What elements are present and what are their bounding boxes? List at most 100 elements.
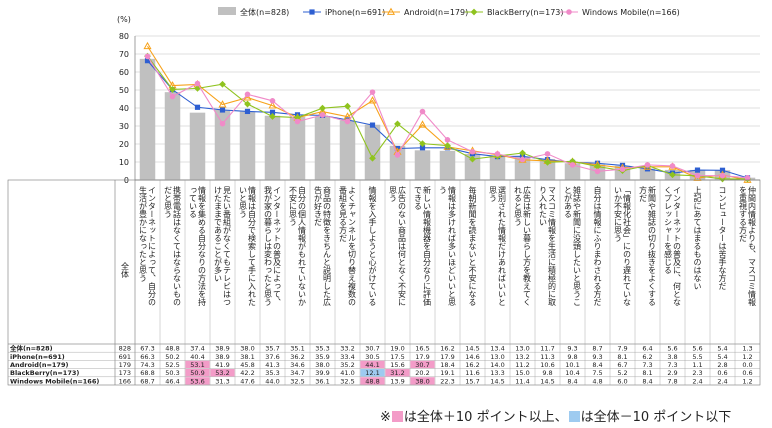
table-border (7, 179, 761, 386)
cell-value: 5.4 (717, 353, 727, 361)
point-blackberry (319, 104, 326, 112)
legend-swatch-overall (218, 7, 236, 15)
category-label-part: 広告のない商品は何となく不安に (398, 185, 407, 306)
cell-value: 38.0 (315, 361, 329, 369)
category-label-part: 「情報化社会」にのり遅れていな (623, 186, 632, 306)
point-blackberry (470, 8, 478, 16)
cell-value: 40.4 (190, 353, 204, 361)
bars (139, 58, 756, 180)
bar-overall (389, 145, 406, 180)
category-label-part: 仲間内情報よりも、マスコミ情報 (748, 185, 757, 307)
row-label: Windows Mobile(n=166) (10, 377, 99, 385)
point-blackberry (369, 154, 376, 162)
bar-overall (239, 111, 256, 180)
point-iphone (309, 9, 315, 15)
pink-swatch (391, 411, 403, 422)
cell-value: 14.6 (465, 353, 479, 361)
row-count: 691 (119, 353, 131, 361)
cell-value: 7.3 (642, 361, 652, 369)
legend-label: iPhone(n=691) (325, 8, 385, 17)
point-blackberry (419, 140, 426, 148)
cell-value: 13.3 (490, 369, 504, 377)
category-label-part: を重視する方だ (739, 186, 748, 242)
category-label-part: 商品の特徴をきちんと説明した広 (323, 185, 332, 307)
bar-overall (414, 150, 431, 180)
category-label-part: 新しい情報機器を自分なりに評価 (423, 185, 432, 307)
cell-value: 11.6 (465, 369, 479, 377)
cell-value: 14.5 (465, 345, 479, 353)
cell-value: 17.9 (415, 353, 429, 361)
bar-overall (464, 153, 481, 180)
y-tick-label: 30 (119, 122, 129, 131)
cell-value: 41.3 (265, 361, 279, 369)
cell-value: 35.1 (290, 345, 304, 353)
legend-label: Android(n=179) (404, 8, 468, 17)
cell-value: 14.5 (490, 377, 504, 385)
cell-value: 44.1 (365, 361, 379, 369)
y-tick-label: 60 (119, 68, 129, 77)
point-android (418, 120, 427, 128)
cell-value: 38.0 (415, 377, 429, 385)
point-blackberry (344, 102, 351, 110)
point-windows-mobile (566, 9, 572, 15)
cell-value: 35.3 (315, 345, 329, 353)
cell-value: 9.3 (567, 345, 577, 353)
category-label-part: けたままであることが多い (214, 186, 223, 282)
row-label: 全体(n=828) (9, 344, 53, 353)
cell-value: 32.5 (340, 377, 354, 385)
category-label-part: インターネットの普及によって、 (273, 186, 282, 306)
category-label-part: 自分は情報にふりまわされる方だ (593, 185, 602, 306)
row-count: 179 (119, 361, 131, 369)
cell-value: 4.8 (592, 377, 602, 385)
cell-value: 16.2 (440, 345, 454, 353)
cell-value: 30.7 (415, 361, 429, 369)
category-label-part: 自分の個人情報がもれていないか (298, 185, 307, 306)
y-tick-label: 10 (119, 158, 129, 167)
cell-value: 34.6 (290, 361, 304, 369)
cell-value: 0.6 (717, 369, 727, 377)
point-windows-mobile (519, 156, 526, 163)
point-blackberry (219, 80, 226, 88)
cell-value: 38.1 (240, 353, 254, 361)
row-label: iPhone(n=691) (10, 353, 65, 361)
cell-value: 7.9 (617, 345, 627, 353)
category-label-part: くプレッシャーを感じる (664, 186, 673, 274)
legend: 全体(n=828) iPhone(n=691) Android(n=179) Blac… (218, 7, 680, 17)
cell-value: 31.2 (390, 369, 404, 377)
category-label-part: 毎朝新聞を読まないと不安になる (468, 185, 477, 306)
point-blackberry (294, 114, 301, 121)
cell-value: 33.2 (340, 345, 354, 353)
cell-value: 13.0 (515, 345, 529, 353)
category-label-part: 告が好きだ (314, 185, 323, 226)
cell-value: 38.9 (215, 353, 229, 361)
note-pink-text: は全体＋10 ポイント以上、 (403, 410, 568, 425)
note-blue-text: は全体－10 ポイント以下 (580, 410, 732, 425)
cell-value: 48.8 (365, 377, 379, 385)
cell-value: 1.2 (742, 377, 752, 385)
cell-value: 9.8 (567, 353, 577, 361)
cell-value: 5.6 (692, 345, 702, 353)
category-label-part: 我が家の暮らしは変わったと思う (264, 185, 273, 306)
highlight-cell (360, 369, 385, 377)
point-windows-mobile (669, 163, 676, 169)
category-label-part: インターネットによって、自分の (148, 186, 157, 306)
point-windows-mobile (569, 162, 576, 168)
highlight-legend: ※ は全体＋10 ポイント以上、 は全体－10 ポイント以下 (380, 406, 731, 425)
cell-value: 15.6 (390, 361, 404, 369)
category-label-part: 携帯電話はなくてはならないもの (173, 185, 182, 306)
bar-overall (264, 115, 281, 180)
point-windows-mobile (194, 80, 201, 87)
legend-label: 全体(n=828) (240, 7, 289, 17)
cell-value: 35.3 (265, 369, 279, 377)
point-blackberry (394, 120, 401, 128)
cell-value: 11.2 (515, 361, 529, 369)
category-label: インターネットの普及によって、我が家の暮らしは変わったと思う (264, 185, 282, 306)
point-iphone (369, 122, 376, 128)
cell-value: 2.4 (717, 377, 727, 385)
category-label-part: 上記にあてはまるものはない (693, 186, 702, 290)
cell-value: 1.2 (742, 353, 752, 361)
cell-value: 14.0 (490, 361, 504, 369)
point-iphone (694, 167, 701, 173)
